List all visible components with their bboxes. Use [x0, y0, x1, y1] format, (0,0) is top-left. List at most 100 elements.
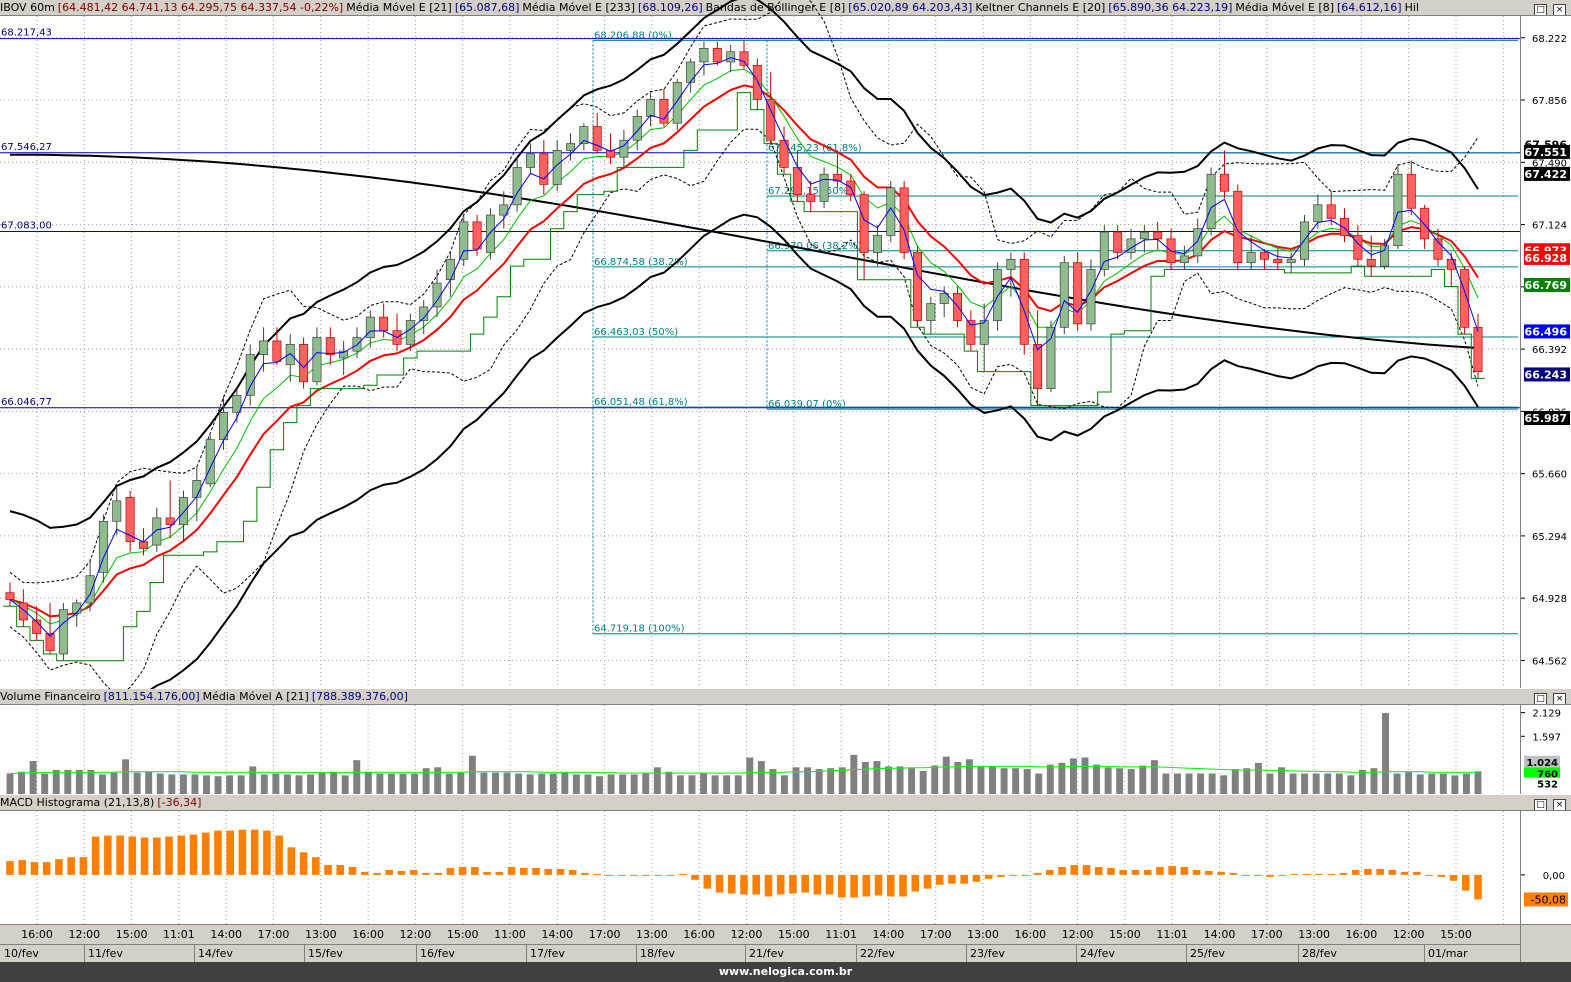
- macd-bar: [250, 829, 259, 875]
- candle-body: [899, 187, 909, 253]
- candle-body: [339, 350, 349, 359]
- volume-bar: [1405, 771, 1413, 794]
- macd-bar: [1070, 865, 1079, 875]
- macd-bar: [544, 868, 553, 875]
- macd-indicator-name: MACD Histograma (21,13,8): [0, 796, 155, 809]
- candle-body: [1246, 252, 1256, 264]
- volume-bar: [203, 775, 210, 794]
- macd-bar: [226, 830, 234, 875]
- macd-bar: [1021, 874, 1030, 876]
- volume-axis[interactable]: 2.129 1.597 1.024 760 532: [1520, 705, 1571, 794]
- price-badge: [1524, 367, 1570, 382]
- volume-ma-line: [9, 765, 1479, 774]
- date-tick-label: 16/fev: [420, 947, 455, 960]
- date-tick-label: 22/fev: [860, 947, 895, 960]
- candle-body: [779, 139, 789, 168]
- macd-bar: [887, 874, 895, 897]
- volume-bar: [307, 774, 315, 794]
- macd-bar: [899, 874, 907, 897]
- time-tick-label: 11:01: [1156, 928, 1189, 941]
- macd-close-button[interactable]: ×: [1553, 799, 1566, 810]
- macd-axis[interactable]: 0,00 -50,08: [1520, 811, 1571, 924]
- volume-bar: [1301, 773, 1309, 794]
- main-indicator-name: Keltner Channels E [20]: [975, 1, 1106, 14]
- price-chart-pane[interactable]: 68.217,43 67.546,27 67.083,00 66.046,77 68.2…: [0, 0, 1520, 747]
- candle-body: [886, 187, 896, 236]
- volume-bar: [99, 774, 106, 794]
- candle-body: [1206, 173, 1216, 230]
- time-tick-label: 17:00: [588, 928, 621, 941]
- date-separator: [526, 945, 527, 963]
- macd-bar: [1168, 866, 1176, 875]
- minimize-button[interactable]: □: [1534, 4, 1547, 15]
- volume-bar: [977, 766, 985, 794]
- price-axis[interactable]: 68.22267.85667.49067.12466.75866.39266.0…: [1520, 16, 1571, 688]
- macd-minimize-button[interactable]: □: [1534, 799, 1547, 810]
- macd-bar: [116, 835, 124, 875]
- volume-bar: [989, 766, 996, 794]
- close-button[interactable]: ×: [1553, 4, 1566, 15]
- volume-bar: [1324, 773, 1332, 794]
- time-tick-label: 16:00: [683, 928, 716, 941]
- macd-bar: [532, 867, 540, 875]
- volume-bar: [1335, 773, 1343, 794]
- volume-bar: [734, 775, 742, 794]
- time-tick-label: 12:00: [1392, 928, 1425, 941]
- volume-close-button[interactable]: ×: [1553, 693, 1566, 704]
- date-tick-label: 01/mar: [1428, 947, 1468, 960]
- macd-bar: [948, 874, 956, 884]
- price-pane-title: IBOV 60m [64.481,42 64.741,13 64.295,75 6…: [0, 0, 1571, 16]
- volume-bar: [780, 775, 788, 794]
- date-separator: [856, 945, 857, 963]
- volume-bar: [1289, 773, 1297, 794]
- volume-bar: [411, 773, 419, 794]
- date-axis[interactable]: 10/fev 11/fev 14/fev 15/fev 16/fev 17/fev 18/f…: [0, 944, 1520, 963]
- volume-bar: [1382, 713, 1389, 794]
- time-axis[interactable]: 16:00 12:00 15:00 11:01 14:00 17:00 13:00 16:00…: [0, 924, 1520, 945]
- volume-chart-pane[interactable]: [0, 705, 1520, 794]
- volume-bar: [746, 757, 754, 794]
- volume-bar: [607, 774, 615, 794]
- volume-bar: [1416, 774, 1424, 794]
- macd-bar: [1413, 871, 1421, 875]
- candle-body: [1099, 231, 1109, 270]
- volume-bar: [792, 767, 800, 794]
- macd-bar: [752, 874, 761, 895]
- macd-bar: [776, 874, 785, 895]
- candle-body: [205, 439, 215, 485]
- macd-bar: [1058, 867, 1066, 875]
- time-tick-label: 17:00: [1250, 928, 1283, 941]
- macd-bar: [874, 874, 883, 896]
- main-indicator-name: Média Móvel E [8]: [1235, 1, 1334, 14]
- macd-bar: [299, 852, 308, 875]
- macd-bar: [373, 872, 381, 875]
- candle-body: [806, 194, 816, 202]
- date-tick-label: 18/fev: [640, 947, 675, 960]
- candle-body: [1340, 218, 1350, 236]
- date-tick-label: 24/fev: [1080, 947, 1115, 960]
- volume-minimize-button[interactable]: □: [1534, 693, 1547, 704]
- macd-badge: [1524, 892, 1568, 907]
- macd-bar: [630, 874, 638, 876]
- volume-bar: [538, 773, 546, 794]
- price-badge: [1524, 411, 1570, 426]
- macd-indicator-value: [-36,34]: [157, 796, 202, 809]
- macd-bar: [67, 857, 75, 875]
- volume-bar: [549, 773, 557, 794]
- macd-bar: [201, 832, 210, 875]
- candle-body: [1059, 262, 1069, 328]
- macd-bar: [1094, 867, 1103, 875]
- candle-body: [619, 139, 629, 158]
- volume-bar: [700, 773, 708, 794]
- date-separator: [1186, 945, 1187, 963]
- price-badge-label: 67.551: [1525, 146, 1567, 159]
- candle-body: [726, 51, 736, 63]
- price-badge: [1524, 277, 1570, 292]
- macd-chart-pane[interactable]: [0, 811, 1520, 924]
- candle-body: [232, 395, 242, 413]
- volume-bar: [1462, 773, 1470, 794]
- candle-body: [1326, 204, 1336, 219]
- axis-tick-label: 66.392: [1532, 345, 1567, 356]
- volume-bar: [387, 773, 395, 794]
- candle-body: [953, 292, 963, 321]
